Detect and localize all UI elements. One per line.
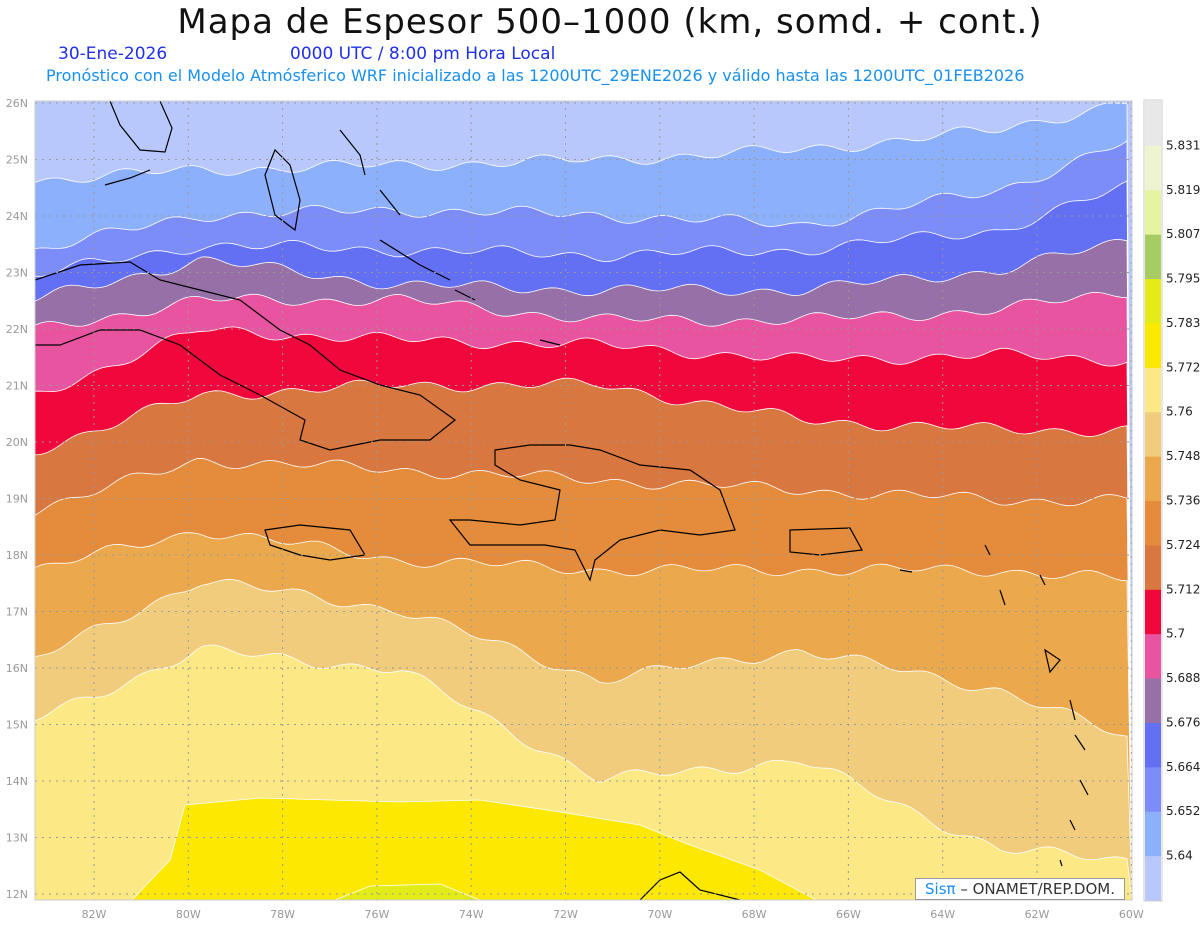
lon-tick-label: 60W [1119, 908, 1144, 921]
lat-tick-label: 26N [6, 97, 28, 110]
lon-tick-label: 66W [836, 908, 861, 921]
lesser-antilles-coast [899, 544, 1089, 867]
south-america-coast [639, 871, 741, 900]
map-title: Mapa de Espesor 500–1000 (km, somd. + co… [177, 2, 1043, 42]
colorbar-label: 5.807 [1166, 227, 1200, 241]
colorbar-label: 5.7 [1166, 627, 1185, 641]
lat-tick-label: 24N [6, 210, 28, 223]
lat-tick-label: 16N [6, 662, 28, 675]
forecast-date: 30-Ene-2026 [58, 44, 168, 64]
colorbar-label: 5.688 [1166, 671, 1200, 685]
sispi-logo: Sisπ [925, 880, 956, 898]
colorbar-frame [1143, 99, 1163, 902]
colorbar-swatch [1145, 189, 1161, 235]
colorbar-swatch [1145, 234, 1161, 280]
lon-tick-label: 68W [742, 908, 767, 921]
lon-tick-label: 62W [1025, 908, 1050, 921]
bahamas-islands-coast [339, 129, 561, 346]
puerto-rico-coast [789, 527, 863, 556]
lat-tick-label: 15N [6, 719, 28, 732]
lon-tick-label: 64W [930, 908, 955, 921]
colorbar-label: 5.783 [1166, 316, 1200, 330]
colorbar-swatch [1145, 500, 1161, 546]
lat-tick-label: 22N [6, 323, 28, 336]
colorbar-label: 5.831 [1166, 138, 1200, 152]
lat-tick-label: 18N [6, 549, 28, 562]
jamaica-coast [264, 524, 366, 561]
cuba-coast [35, 261, 456, 451]
colorbar-swatch [1145, 278, 1161, 324]
colorbar-swatch [1145, 544, 1161, 590]
lat-tick-label: 13N [6, 832, 28, 845]
colorbar-swatch [1145, 367, 1161, 413]
map-frame [34, 100, 1133, 901]
colorbar-label: 5.795 [1166, 272, 1200, 286]
colorbar-swatch [1145, 811, 1161, 857]
credit-box: Sisπ – ONAMET/REP.DOM. [915, 878, 1125, 900]
colorbar-swatch [1145, 411, 1161, 457]
lon-tick-label: 74W [459, 908, 484, 921]
colorbar-label: 5.64 [1166, 849, 1193, 863]
florida-keys-coast [104, 169, 151, 186]
lon-tick-label: 72W [553, 908, 578, 921]
lon-tick-label: 76W [364, 908, 389, 921]
colorbar-label: 5.652 [1166, 804, 1200, 818]
forecast-time: 0000 UTC / 8:00 pm Hora Local [290, 44, 556, 64]
lat-tick-label: 20N [6, 436, 28, 449]
colorbar-label: 5.736 [1166, 494, 1200, 508]
lat-tick-label: 14N [6, 775, 28, 788]
lon-tick-label: 78W [270, 908, 295, 921]
lat-tick-label: 21N [6, 380, 28, 393]
colorbar-label: 5.748 [1166, 449, 1200, 463]
lat-tick-label: 17N [6, 606, 28, 619]
colorbar-label: 5.712 [1166, 582, 1200, 596]
colorbar-swatch [1145, 678, 1161, 723]
colorbar-swatch [1145, 101, 1161, 146]
colorbar-label: 5.724 [1166, 538, 1200, 552]
lon-tick-label: 80W [176, 908, 201, 921]
lat-tick-label: 25N [6, 154, 28, 167]
model-subtitle: Pronóstico con el Modelo Atmósferico WRF… [46, 66, 1025, 85]
lat-tick-label: 12N [6, 888, 28, 901]
lon-tick-label: 82W [82, 908, 107, 921]
lat-tick-label: 19N [6, 493, 28, 506]
lon-tick-label: 70W [647, 908, 672, 921]
colorbar-label: 5.76 [1166, 405, 1193, 419]
colorbar-swatch [1145, 766, 1161, 812]
colorbar-swatch [1145, 855, 1161, 901]
colorbar-label: 5.772 [1166, 360, 1200, 374]
band-12 [131, 797, 818, 900]
florida-coast [109, 101, 173, 153]
colorbar-swatch [1145, 145, 1161, 191]
colorbar-swatch [1145, 456, 1161, 501]
colorbar-swatch [1145, 633, 1161, 679]
colorbar-swatch [1145, 589, 1161, 635]
lat-tick-label: 23N [6, 267, 28, 280]
colorbar-swatch [1145, 722, 1161, 768]
colorbar-label: 5.819 [1166, 183, 1200, 197]
colorbar-swatch [1145, 322, 1161, 368]
bahamas-andros-coast [264, 148, 301, 232]
credit-text: – ONAMET/REP.DOM. [955, 880, 1115, 898]
hispaniola-coast [448, 444, 736, 582]
colorbar-label: 5.676 [1166, 715, 1200, 729]
band-13 [333, 883, 482, 900]
colorbar-label: 5.664 [1166, 760, 1200, 774]
